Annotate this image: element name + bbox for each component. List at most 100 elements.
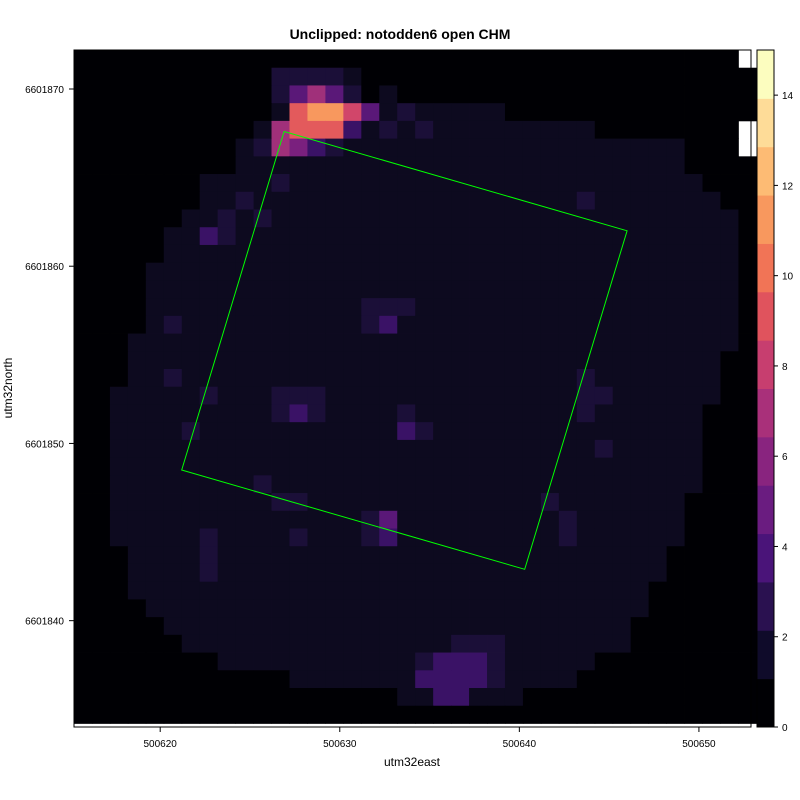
colorbar-segment xyxy=(757,291,774,341)
raster-cell xyxy=(109,705,129,724)
raster-cell xyxy=(361,404,380,423)
raster-cell xyxy=(199,422,219,441)
raster-cell xyxy=(91,50,111,69)
raster-cell xyxy=(361,262,380,281)
raster-cell xyxy=(397,351,416,370)
raster-cell xyxy=(612,369,632,388)
raster-cell xyxy=(74,670,93,689)
raster-cell xyxy=(720,652,739,671)
raster-cell xyxy=(91,333,111,352)
raster-cell xyxy=(684,227,703,246)
raster-cell xyxy=(522,85,542,104)
raster-cell xyxy=(74,227,93,246)
raster-cell xyxy=(433,528,452,547)
raster-cell xyxy=(738,688,757,707)
raster-cell xyxy=(235,156,254,175)
y-tick-label: 6601870 xyxy=(25,85,64,96)
raster-cell xyxy=(666,280,685,299)
raster-cell xyxy=(74,439,93,459)
raster-cell xyxy=(127,599,147,618)
raster-cell xyxy=(181,103,201,122)
raster-cell xyxy=(307,652,326,671)
raster-cell xyxy=(522,369,542,388)
colorbar-tick-label: 8 xyxy=(782,362,788,373)
raster-cell xyxy=(397,688,416,707)
raster-cell xyxy=(74,298,93,317)
raster-cell xyxy=(720,386,739,405)
raster-cell xyxy=(307,422,326,441)
raster-cell xyxy=(702,634,721,653)
colorbar: 0 2 4 6 8 10 12 14 xyxy=(756,49,794,734)
raster-cell xyxy=(91,174,111,193)
raster-cell xyxy=(91,369,111,388)
raster-cell xyxy=(684,581,703,600)
raster-cell xyxy=(720,475,739,494)
raster-cell xyxy=(343,103,362,122)
raster-cell xyxy=(630,386,650,405)
raster-cell xyxy=(540,652,560,671)
raster-cell xyxy=(235,475,254,494)
raster-cell xyxy=(343,457,362,476)
raster-cell xyxy=(594,599,614,618)
raster-cell xyxy=(253,85,272,104)
raster-cell xyxy=(558,439,578,459)
raster-cell xyxy=(630,688,650,707)
raster-cell xyxy=(576,67,596,86)
raster-cell xyxy=(397,528,416,547)
raster-cell xyxy=(702,369,721,388)
raster-cell xyxy=(361,581,380,600)
raster-cell xyxy=(630,138,650,157)
raster-cell xyxy=(379,227,398,246)
raster-cell xyxy=(91,439,111,459)
raster-cell xyxy=(684,652,703,671)
raster-cell xyxy=(271,688,290,707)
raster-cell xyxy=(433,156,452,175)
raster-cell xyxy=(109,528,129,547)
raster-cell xyxy=(397,191,416,210)
chart-title: Unclipped: notodden6 open CHM xyxy=(289,26,511,42)
raster-cell xyxy=(145,138,165,157)
raster-cell xyxy=(540,315,560,334)
raster-cell xyxy=(612,688,632,707)
raster-cell xyxy=(145,599,165,618)
raster-cell xyxy=(487,50,506,69)
raster-cell xyxy=(702,227,721,246)
raster-cell xyxy=(235,209,254,228)
raster-cell xyxy=(702,386,721,405)
raster-cell xyxy=(648,262,667,281)
raster-cell xyxy=(433,475,452,494)
raster-cell xyxy=(720,369,739,388)
raster-cell xyxy=(576,599,596,618)
raster-cell xyxy=(74,705,93,724)
raster-cell xyxy=(397,50,416,69)
raster-cell xyxy=(504,280,524,299)
raster-cell xyxy=(307,457,326,476)
raster-cell xyxy=(289,191,308,210)
raster-cell xyxy=(199,457,219,476)
raster-cell xyxy=(612,315,632,334)
raster-cell xyxy=(522,493,542,512)
raster-cell xyxy=(630,422,650,441)
raster-cell xyxy=(271,457,290,476)
raster-cell xyxy=(612,599,632,618)
raster-cell xyxy=(325,227,344,246)
raster-cell xyxy=(289,652,308,671)
raster-cell xyxy=(594,493,614,512)
raster-cell xyxy=(289,50,308,69)
raster-cell xyxy=(666,688,685,707)
raster-cell xyxy=(504,705,524,724)
raster-cell xyxy=(307,333,326,352)
raster-cell xyxy=(648,50,667,69)
raster-cell xyxy=(289,705,308,724)
raster-cell xyxy=(343,599,362,618)
raster-cell xyxy=(612,563,632,583)
raster-cell xyxy=(451,138,470,157)
raster-cell xyxy=(612,670,632,689)
raster-cell xyxy=(451,156,470,175)
raster-cell xyxy=(576,493,596,512)
raster-cell xyxy=(199,138,219,157)
raster-cell xyxy=(181,493,201,512)
raster-cell xyxy=(199,386,219,405)
raster-cell xyxy=(379,634,398,653)
raster-cell xyxy=(504,652,524,671)
